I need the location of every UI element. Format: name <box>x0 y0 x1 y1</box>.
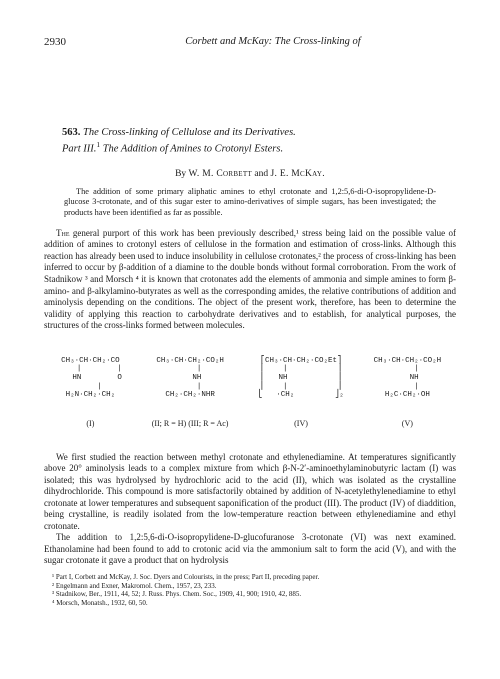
article-title: 563. The Cross-linking of Cellulose and … <box>44 126 456 157</box>
body-paragraph-1: We first studied the reaction between me… <box>44 452 456 533</box>
byline-mid: and <box>254 169 270 179</box>
author1: W. M. Corbett <box>189 169 253 179</box>
chemical-structures: CH₃·CH·CH₂·CO | | HN O | H₂N·CH₂·CH₂ (I)… <box>44 340 456 446</box>
structure-2-label: (II; R = H) (III; R = Ac) <box>152 419 229 428</box>
footnote-2: ² Engelmann and Exner, Makromol. Chem., … <box>44 582 456 591</box>
footnote-1: ¹ Part I, Corbett and McKay, J. Soc. Dye… <box>44 573 456 582</box>
structure-3-label: (IV) <box>258 419 344 428</box>
intro-paragraph: The general purport of this work has bee… <box>44 228 456 332</box>
article-number: 563. <box>62 127 80 138</box>
footnote-3: ³ Stadnikow, Ber., 1911, 44, 52; J. Russ… <box>44 590 456 599</box>
structure-4: CH₃·CH·CH₂·CO₂H | NH | H₂C·CH₂·OH (V) <box>374 340 442 446</box>
structure-1-label: (I) <box>59 419 122 428</box>
body-paragraph-2: The addition to 1,2:5,6-di-O-isopropylid… <box>44 532 456 567</box>
footnote-4: ⁴ Morsch, Monatsh., 1932, 60, 50. <box>44 599 456 608</box>
title-line1: The Cross-linking of Cellulose and its D… <box>83 127 296 138</box>
structure-2: CH₃·CH·CH₂·CO₂H | NH | CH₂·CH₂·NHR (II; … <box>152 340 229 446</box>
structure-4-formula: CH₃·CH·CH₂·CO₂H | NH | H₂C·CH₂·OH <box>374 357 442 400</box>
title-super: 1 <box>96 140 100 149</box>
structure-1: CH₃·CH·CH₂·CO | | HN O | H₂N·CH₂·CH₂ (I) <box>59 340 122 446</box>
footnotes: ¹ Part I, Corbett and McKay, J. Soc. Dye… <box>44 573 456 608</box>
structure-3-formula: ⎡CH₃·CH·CH₂·CO₂Et⎤ ⎢ | ⎥ ⎢ NH ⎥ ⎢ | ⎥ ⎣ … <box>258 357 344 400</box>
running-header: Corbett and McKay: The Cross-linking of <box>90 36 456 48</box>
title-line2-cont: The Addition of Amines to Crotonyl Ester… <box>103 144 283 155</box>
author2: J. E. McKay. <box>271 169 325 179</box>
structure-2-formula: CH₃·CH·CH₂·CO₂H | NH | CH₂·CH₂·NHR <box>152 357 229 400</box>
title-line2: Part III. <box>62 144 96 155</box>
byline: By W. M. Corbett and J. E. McKay. <box>44 169 456 179</box>
page-number: 2930 <box>44 36 66 48</box>
abstract: The addition of some primary aliphatic a… <box>64 187 436 218</box>
structure-1-formula: CH₃·CH·CH₂·CO | | HN O | H₂N·CH₂·CH₂ <box>59 357 122 400</box>
structure-4-label: (V) <box>374 419 442 428</box>
byline-prefix: By <box>175 169 188 179</box>
structure-3: ⎡CH₃·CH·CH₂·CO₂Et⎤ ⎢ | ⎥ ⎢ NH ⎥ ⎢ | ⎥ ⎣ … <box>258 340 344 446</box>
page-header: 2930 Corbett and McKay: The Cross-linkin… <box>44 36 456 48</box>
